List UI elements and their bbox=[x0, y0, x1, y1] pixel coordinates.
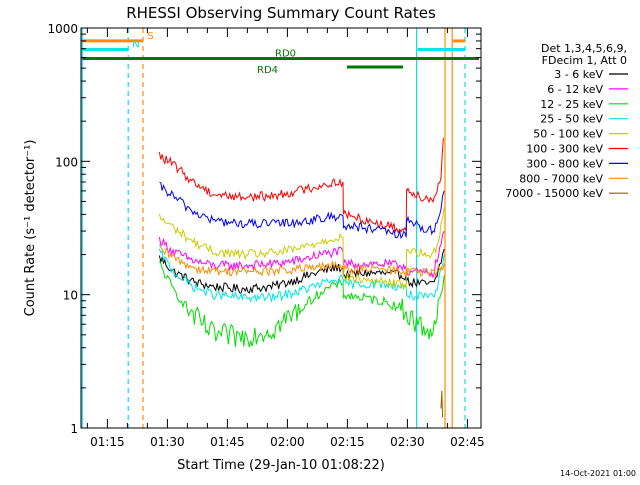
series-line-0 bbox=[158, 248, 445, 295]
legend-entry-label: 7000 - 15000 keV bbox=[505, 187, 603, 200]
vertical-markers bbox=[81, 28, 466, 428]
flag-bar-label: RD0 bbox=[275, 49, 296, 60]
flag-bar-label: N bbox=[132, 39, 139, 50]
y-axis-title: Count Rate (s⁻¹ detector⁻¹) bbox=[23, 140, 38, 317]
legend-entry-label: 800 - 7000 keV bbox=[519, 172, 603, 185]
legend-header-line: FDecim 1, Att 0 bbox=[542, 54, 627, 67]
legend-entry-label: 12 - 25 keV bbox=[540, 98, 603, 111]
chart-title: RHESSI Observing Summary Count Rates bbox=[126, 4, 436, 22]
x-tick-label: 02:30 bbox=[390, 435, 425, 449]
flag-bar-label: S bbox=[147, 31, 153, 42]
flag-bar-label: RD4 bbox=[257, 65, 278, 76]
series-line-2 bbox=[158, 260, 445, 348]
x-tick-label: 01:45 bbox=[210, 435, 245, 449]
legend: Det 1,3,4,5,6,9,FDecim 1, Att 03 - 6 keV… bbox=[505, 42, 628, 200]
legend-entry-label: 6 - 12 keV bbox=[547, 83, 603, 96]
plot-frame bbox=[80, 27, 482, 429]
y-tick-label: 100 bbox=[55, 155, 78, 169]
legend-entry-label: 300 - 800 keV bbox=[526, 157, 603, 170]
x-tick-label: 02:15 bbox=[330, 435, 365, 449]
series-line-3 bbox=[158, 248, 445, 303]
x-tick-label: 01:15 bbox=[90, 435, 125, 449]
y-tick-label: 1 bbox=[70, 422, 78, 436]
series-line-6 bbox=[159, 181, 445, 240]
legend-entry-label: 25 - 50 keV bbox=[540, 113, 603, 126]
y-tick-label: 10 bbox=[63, 289, 78, 303]
series-lines bbox=[158, 137, 445, 418]
legend-header-line: Det 1,3,4,5,6,9, bbox=[541, 42, 627, 55]
series-line-8 bbox=[440, 390, 444, 418]
series-line-1 bbox=[158, 230, 445, 279]
series-line-5 bbox=[158, 137, 444, 234]
footer-timestamp: 14-Oct-2021 01:00 bbox=[560, 469, 636, 478]
axes: 1 10 100 1000 01:15 01:30 01:45 02:00 02:15 02:30… bbox=[47, 22, 484, 449]
series-line-4 bbox=[158, 207, 445, 290]
x-tick-label: 02:45 bbox=[450, 435, 485, 449]
y-tick-label: 1000 bbox=[47, 22, 78, 36]
x-tick-label: 01:30 bbox=[150, 435, 185, 449]
series-line-7 bbox=[158, 244, 445, 278]
flag-bars: SN RD0 RD4 bbox=[82, 31, 479, 76]
legend-entry-label: 3 - 6 keV bbox=[554, 68, 603, 81]
x-axis-title: Start Time (29-Jan-10 01:08:22) bbox=[177, 458, 385, 473]
legend-entry-label: 100 - 300 keV bbox=[526, 143, 603, 156]
legend-entry-label: 50 - 100 keV bbox=[533, 128, 603, 141]
x-tick-label: 02:00 bbox=[270, 435, 305, 449]
